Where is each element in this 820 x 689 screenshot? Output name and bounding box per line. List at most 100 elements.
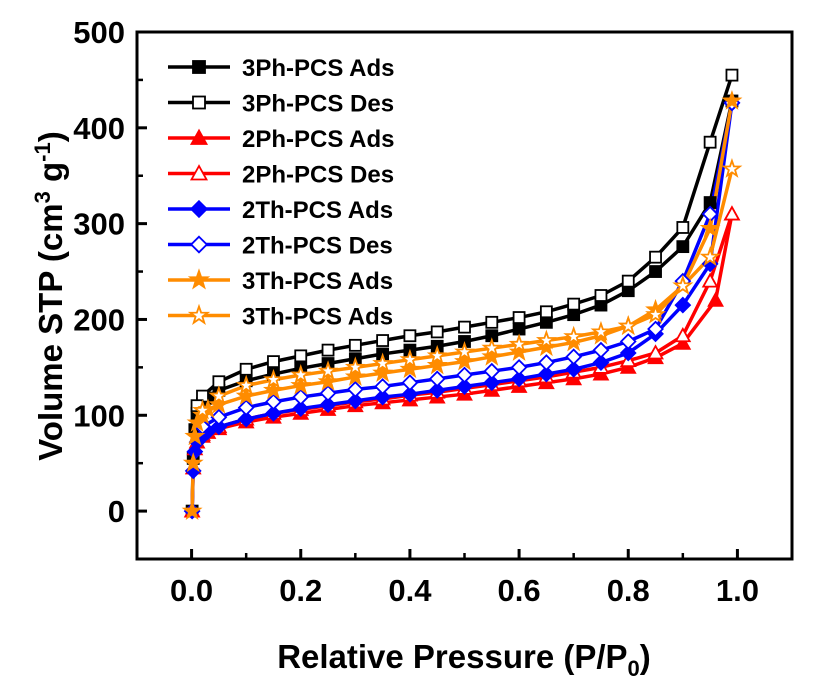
data-point-series-7 [699,246,721,267]
legend: 3Ph-PCS Ads 3Ph-PCS Des 2Ph-PCS Ads 2Ph-PCS… [168,55,394,331]
data-point-series-6 [563,331,585,352]
data-point-series-6 [508,341,530,361]
data-point-series-7 [535,329,557,350]
data-point-series-4 [292,400,310,417]
data-point-series-4 [374,388,392,406]
data-point-series-1 [485,315,499,329]
data-point-series-3 [723,205,741,221]
data-point-series-7 [290,364,312,384]
x-axis-label-subscript: 0 [628,656,640,681]
data-point-series-5 [428,370,446,388]
y-tick-label: 300 [73,207,125,242]
y-axis-label-end: ) [32,131,69,142]
data-point-series-6 [181,500,203,520]
y-axis-label-mid: g [32,162,69,191]
data-point-series-7 [508,333,530,354]
data-point-series-1 [239,362,253,376]
x-tick-label: 0.2 [279,573,322,608]
data-point-series-7 [426,344,448,365]
data-point-series-2 [674,334,692,350]
data-point-series-5 [510,358,528,376]
x-axis-label-end: ) [640,638,651,675]
data-point-series-4 [210,418,228,436]
data-point-series-1 [621,274,635,288]
plot-area [135,30,794,561]
data-point-series-7 [235,374,257,395]
y-tick-label: 200 [73,302,125,337]
y-axis-label-sup1: 3 [30,191,55,203]
x-tick-label: 0.4 [388,573,432,608]
data-point-series-5 [292,388,310,406]
legend-label: 2Th-PCS Des [242,233,393,260]
legend-marker [187,303,211,325]
data-point-series-6 [481,345,503,366]
y-axis-label: Volume STP (cm3 g-1) [30,131,69,461]
legend-label: 2Ph-PCS Des [242,162,394,189]
data-point-series-4 [456,378,473,395]
legend-label: 2Th-PCS Ads [242,197,393,224]
data-point-series-1 [567,297,581,311]
data-point-series-4 [510,370,528,388]
legend-label: 3Th-PCS Ads [242,304,393,331]
data-point-series-1 [348,338,362,352]
data-point-series-5 [456,366,473,384]
data-point-series-4 [483,374,501,392]
data-point-series-7 [344,356,366,377]
data-point-series-1 [376,334,390,347]
data-point-series-5 [647,320,664,338]
x-tick-label: 0.8 [607,573,650,608]
data-point-series-1 [539,305,553,319]
data-point-series-5 [592,341,610,359]
data-point-series-1 [512,311,526,324]
series-line-1 [195,74,734,407]
legend-label: 2Ph-PCS Ads [242,126,394,153]
data-point-series-7 [563,325,585,346]
legend-marker [189,199,209,219]
data-point-series-5 [483,362,501,380]
legend-label: 3Ph-PCS Ads [242,55,394,82]
data-point-series-1 [594,289,608,302]
legend-marker [189,128,209,145]
data-point-series-7 [192,399,213,420]
data-point-series-1 [294,349,308,363]
data-point-series-6 [182,452,204,473]
data-point-series-4 [319,396,337,414]
data-point-series-4 [237,410,255,428]
data-point-series-4 [346,392,364,410]
data-point-series-5 [210,408,228,426]
data-point-series-0 [567,308,581,322]
data-point-series-1 [403,329,417,343]
data-point-series-4 [401,385,419,403]
data-point-series-3 [674,327,692,343]
data-point-series-4 [592,354,610,371]
data-point-series-5 [374,378,392,395]
legend-label: 3Ph-PCS Des [242,91,394,118]
data-point-series-7 [721,158,743,178]
data-point-series-5 [346,380,364,398]
data-point-series-5 [265,393,282,411]
x-axis-label: Relative Pressure (P/P0) [277,638,651,681]
data-point-series-6 [721,89,743,110]
data-point-series-7 [372,352,394,373]
x-tick-label: 0.0 [170,573,213,608]
data-point-series-7 [672,274,694,295]
x-tick-label: 0.6 [498,573,541,608]
data-point-series-6 [184,425,206,446]
data-point-series-5 [537,354,555,371]
y-tick-label: 100 [73,398,125,433]
y-tick-label: 500 [73,15,125,50]
data-point-series-6 [535,336,557,357]
data-point-series-1 [430,325,444,339]
data-point-series-6 [208,393,230,414]
y-axis-label-main: Volume STP (cm [32,203,69,460]
data-point-series-5 [565,348,583,366]
y-tick-label: 400 [73,111,125,146]
data-point-series-2 [707,291,724,307]
legend-marker [187,268,211,290]
legend-marker [189,235,209,254]
data-point-series-1 [458,320,471,334]
data-point-series-4 [265,404,282,422]
data-point-series-5 [237,399,255,417]
data-point-series-0 [539,315,553,329]
